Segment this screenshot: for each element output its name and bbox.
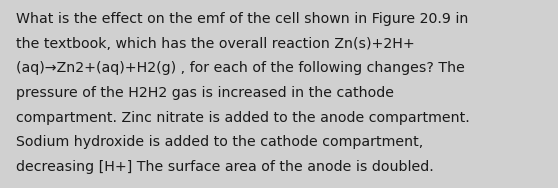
- Text: (aq)→Zn2+(aq)+H2(g) , for each of the following changes? The: (aq)→Zn2+(aq)+H2(g) , for each of the fo…: [16, 61, 464, 75]
- Text: the textbook, which has the overall reaction Zn(s)+2H+: the textbook, which has the overall reac…: [16, 37, 415, 51]
- Text: pressure of the H2H2 gas is increased in the cathode: pressure of the H2H2 gas is increased in…: [16, 86, 393, 100]
- Text: What is the effect on the emf of the cell shown in Figure 20.9 in: What is the effect on the emf of the cel…: [16, 12, 468, 26]
- Text: Sodium hydroxide is added to the cathode compartment,: Sodium hydroxide is added to the cathode…: [16, 135, 423, 149]
- Text: decreasing [H+] The surface area of the anode is doubled.: decreasing [H+] The surface area of the …: [16, 160, 434, 174]
- Text: compartment. Zinc nitrate is added to the anode compartment.: compartment. Zinc nitrate is added to th…: [16, 111, 469, 125]
